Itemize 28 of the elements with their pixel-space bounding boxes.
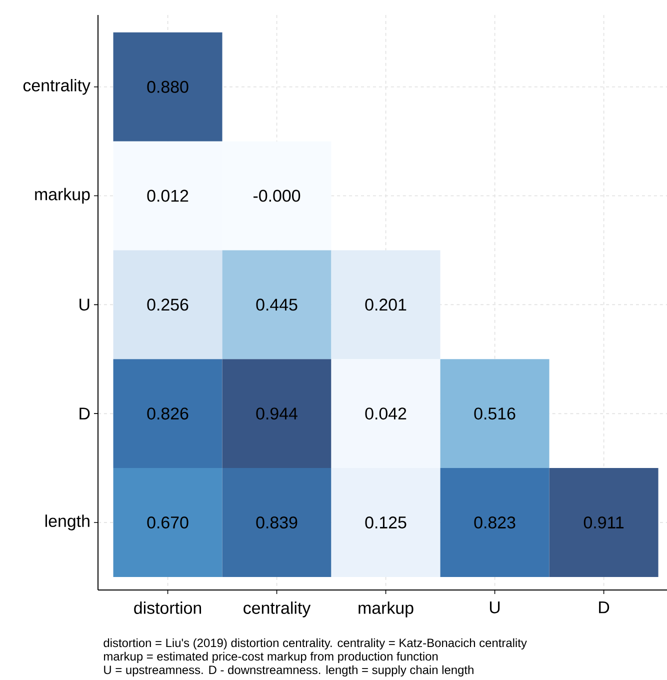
data-label: 0.823 (474, 516, 516, 528)
data-label: 0.445 (256, 298, 298, 311)
data-label: 0.911 (584, 516, 624, 528)
y-tick-label: markup (35, 188, 90, 204)
x-tick-label: centrality (244, 602, 311, 618)
text: distortion = Liu's (2019) distortion centrality. centrality = Katz-Bonacich centrality (104, 638, 527, 650)
data-label: 0.826 (147, 408, 188, 420)
y-tick-label: D (80, 408, 90, 420)
data-label: 0.944 (256, 408, 298, 420)
x-tick-label: distortion (134, 602, 202, 614)
x-tick-label: D (599, 602, 610, 614)
x-tick-label: U (490, 602, 500, 614)
y-tick-label: U (80, 298, 90, 311)
data-label: 0.042 (365, 408, 406, 420)
data-label: 0.670 (147, 516, 188, 528)
data-label: 0.125 (365, 516, 406, 528)
data-label: 0.880 (147, 80, 188, 93)
data-label: -0.000 (254, 190, 300, 202)
data-label: 0.256 (147, 298, 188, 311)
data-label: 0.012 (147, 190, 188, 202)
text: U = upstreamness. D - downstreamness. length = supply chain length (104, 665, 474, 676)
x-tick-label: markup (358, 602, 414, 618)
data-label: 0.839 (256, 516, 298, 528)
y-tick-label: centrality (23, 78, 90, 95)
y-tick-label: length (45, 514, 90, 530)
data-label: 0.516 (474, 408, 516, 420)
data-label: 0.201 (365, 298, 406, 311)
text: markup = estimated price-cost markup from production function (104, 652, 438, 663)
